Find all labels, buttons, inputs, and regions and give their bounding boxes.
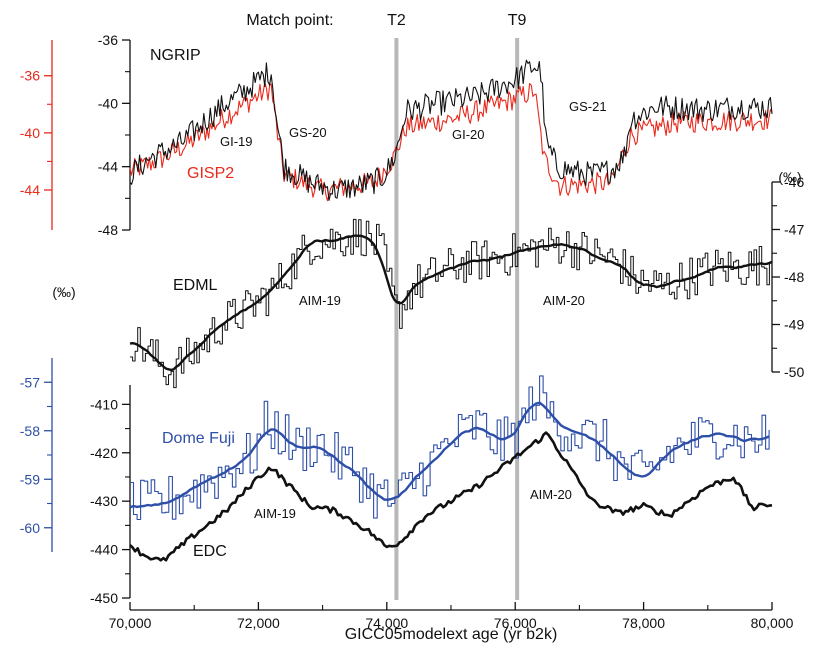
gisp2-axis: -36 -40 -44: [20, 40, 53, 230]
edc-series: [129, 431, 773, 562]
edc-axis-tick-label: -430: [90, 493, 118, 509]
gisp2-axis-tick-label: -44: [20, 182, 40, 198]
x-axis: 70,000 72,000 74,000 76,000 78,000 80,000: [109, 602, 794, 631]
edml-event-aim20: AIM-20: [543, 293, 585, 308]
ngrip-series: [129, 59, 773, 201]
dome-fuji-axis-tick-label: -60: [20, 520, 40, 536]
edml-raw-series: [130, 218, 773, 389]
event-label-gi19: GI-19: [220, 134, 253, 149]
edc-event-aim20: AIM-20: [530, 487, 572, 502]
ngrip-axis-tick-label: -48: [98, 222, 118, 238]
event-label-gs21: GS-21: [569, 99, 607, 114]
x-axis-tick-label: 76,000: [494, 615, 537, 631]
dome-fuji-axis-tick-label: -59: [20, 471, 40, 487]
event-label-gs20: GS-20: [289, 125, 327, 140]
dome-fuji-axis-tick-label: -57: [20, 374, 40, 390]
edml-axis: -46 -47 -48 -49 -50: [771, 174, 804, 380]
edc-axis-tick-label: -420: [90, 445, 118, 461]
x-axis-tick-label: 80,000: [751, 615, 794, 631]
x-axis-tick-label: 74,000: [365, 615, 408, 631]
gisp2-axis-tick-label: -36: [20, 68, 40, 84]
edc-axis-tick-label: -440: [90, 542, 118, 558]
edc-axis-tick-label: -450: [90, 590, 118, 606]
gisp2-series: [129, 81, 773, 202]
dome-fuji-unit: (‰): [52, 284, 75, 300]
x-axis-tick-label: 78,000: [622, 615, 665, 631]
x-axis-tick-label: 72,000: [237, 615, 280, 631]
x-axis-title: GICC05modelext age (yr b2k): [345, 626, 558, 643]
axes: -36-40-44-48-36-40-44 -46-47-48-49-50-57-…: [20, 32, 805, 631]
gisp2-axis-tick-label: -40: [20, 125, 40, 141]
dome-fuji-smoothed-series: [129, 401, 770, 509]
dome-fuji-axis-tick-label: -58: [20, 423, 40, 439]
edml-axis-tick-label: -49: [784, 317, 804, 333]
edml-axis-tick-label: -46: [784, 174, 804, 190]
edml-label: EDML: [173, 277, 218, 294]
edml-event-aim19: AIM-19: [299, 293, 341, 308]
ngrip-label: NGRIP: [150, 47, 201, 64]
edc-axis-tick-label: -410: [90, 396, 118, 412]
edml-smoothed-series: [129, 234, 773, 372]
edc-label: EDC: [193, 543, 227, 560]
ngrip-axis: -36 -40 -44 -48: [98, 32, 131, 238]
edml-axis-tick-label: -47: [784, 222, 804, 238]
ngrip-axis-tick-label: -44: [98, 159, 118, 175]
series: [129, 59, 773, 562]
edml-axis-tick-label: -50: [784, 364, 804, 380]
match-point-lines: [394, 38, 520, 600]
dome-fuji-axis: -57 -58 -59 -60: [20, 358, 53, 552]
ngrip-axis-tick-label: -40: [98, 95, 118, 111]
edml-unit: (‰): [778, 169, 801, 185]
match-point-label: Match point:: [246, 12, 333, 29]
edc-axis: -410 -420 -430 -440 -450: [90, 385, 131, 606]
gisp2-label: GISP2: [187, 165, 234, 182]
event-label-gi20: GI-20: [452, 127, 485, 142]
x-axis-tick-label: 70,000: [109, 615, 152, 631]
ngrip-axis-tick-label: -36: [98, 32, 118, 48]
edc-event-aim19: AIM-19: [254, 506, 296, 521]
match-point-t9-label: T9: [508, 12, 527, 29]
match-point-t2-label: T2: [387, 12, 406, 29]
edml-axis-tick-label: -48: [784, 269, 804, 285]
dome-fuji-label: Dome Fuji: [162, 430, 235, 447]
dome-fuji-raw-series: [130, 375, 770, 521]
